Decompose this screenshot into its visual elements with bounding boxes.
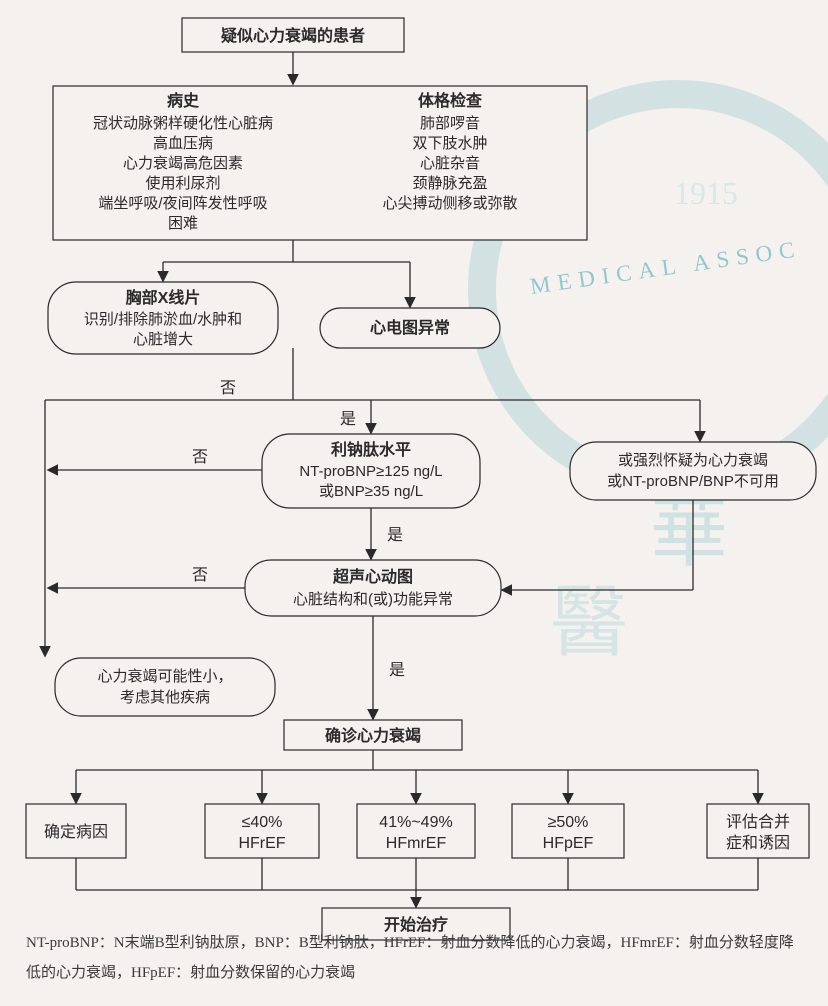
bnp-line2: 或BNP≥35 ng/L xyxy=(319,483,423,500)
hfref-line2: HFrEF xyxy=(238,835,285,852)
hfpef-line2: HFpEF xyxy=(543,835,594,852)
exam-item-3: 颈静脉充盈 xyxy=(412,175,487,192)
xray-sub1: 识别/排除肺淤血/水肿和 xyxy=(84,311,242,328)
node-unlikely xyxy=(55,658,275,716)
suspect-line1: 或强烈怀疑为心力衰竭 xyxy=(618,452,768,469)
echo-sub: 心脏结构和(或)功能异常 xyxy=(293,591,453,608)
hfmref-line2: HFmrEF xyxy=(386,835,447,852)
history-title: 病史 xyxy=(167,91,200,110)
history-item-2: 心力衰竭高危因素 xyxy=(123,155,243,172)
exam-item-1: 双下肢水肿 xyxy=(412,135,487,152)
label-yes-2: 是 xyxy=(387,527,403,544)
history-item-1: 高血压病 xyxy=(153,135,213,152)
unlikely-line2: 考虑其他疾病 xyxy=(120,689,210,706)
exam-title: 体格检查 xyxy=(418,91,482,110)
history-item-5: 困难 xyxy=(168,215,198,232)
bnp-title: 利钠肽水平 xyxy=(331,440,411,459)
xray-sub2: 心脏增大 xyxy=(133,331,193,348)
hfref-line1: ≤40% xyxy=(242,814,283,831)
label-no-3: 否 xyxy=(192,567,208,584)
exam-item-2: 心脏杂音 xyxy=(420,155,480,172)
bnp-line1: NT-proBNP≥125 ng/L xyxy=(299,463,442,480)
label-no-2: 否 xyxy=(192,449,208,466)
comorbid-line2: 症和诱因 xyxy=(726,834,790,852)
echo-title: 超声心动图 xyxy=(332,567,413,586)
unlikely-line1: 心力衰竭可能性小， xyxy=(97,668,232,685)
hfpef-line1: ≥50% xyxy=(548,814,589,831)
comorbid-line1: 评估合并 xyxy=(726,813,790,831)
ecg-title: 心电图异常 xyxy=(370,318,450,337)
history-item-0: 冠状动脉粥样硬化性心脏病 xyxy=(93,115,273,132)
xray-title: 胸部X线片 xyxy=(126,288,201,307)
exam-item-4: 心尖搏动侧移或弥散 xyxy=(382,194,517,212)
exam-item-0: 肺部啰音 xyxy=(420,115,480,132)
label-yes-1: 是 xyxy=(340,411,356,428)
node-strong-suspect xyxy=(570,442,816,500)
history-item-4: 端坐呼吸/夜间阵发性呼吸 xyxy=(98,195,267,212)
confirm-title: 确诊心力衰竭 xyxy=(325,726,421,745)
suspect-line2: 或NT-proBNP/BNP不可用 xyxy=(607,473,779,490)
label-yes-3: 是 xyxy=(389,662,405,679)
history-item-3: 使用利尿剂 xyxy=(145,175,220,192)
start-text: 疑似心力衰竭的患者 xyxy=(221,26,365,45)
hfmref-line1: 41%~49% xyxy=(379,814,452,831)
label-no-1: 否 xyxy=(220,380,236,397)
etiology-title: 确定病因 xyxy=(44,823,108,841)
flowchart-svg: 疑似心力衰竭的患者 病史 冠状动脉粥样硬化性心脏病 高血压病 心力衰竭高危因素 … xyxy=(0,0,828,1006)
footnote-text: NT-proBNP：N末端B型利钠肽原，BNP：B型利钠肽，HFrEF：射血分数… xyxy=(26,928,802,988)
